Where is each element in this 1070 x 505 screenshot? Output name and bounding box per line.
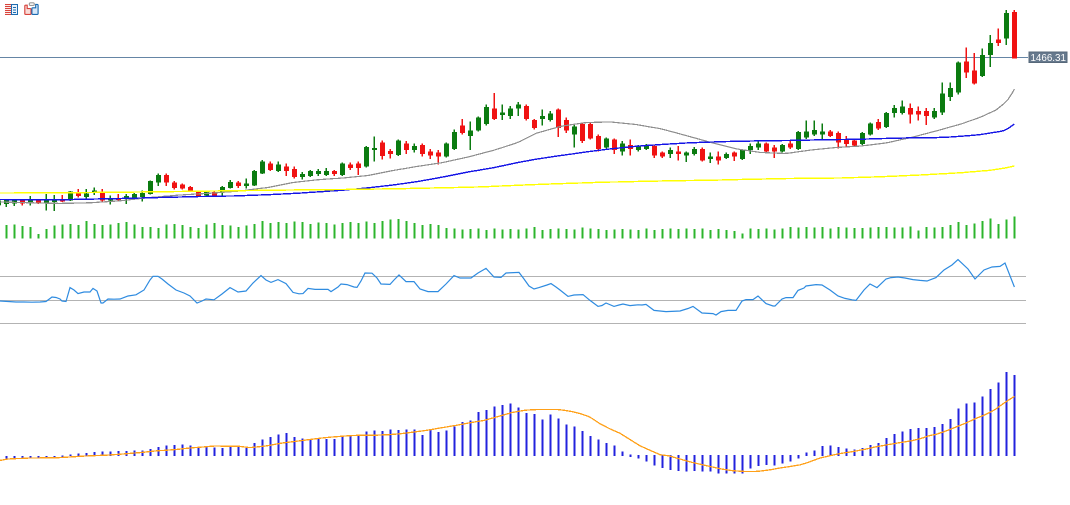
svg-text:1466.31: 1466.31 xyxy=(1030,53,1065,64)
